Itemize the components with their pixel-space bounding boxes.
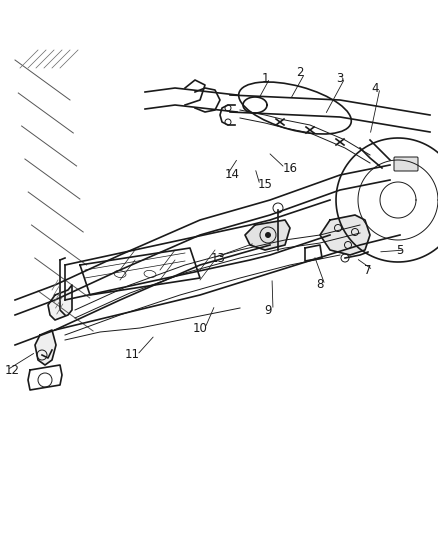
Text: 9: 9 bbox=[264, 303, 272, 317]
Text: 14: 14 bbox=[225, 168, 240, 182]
Polygon shape bbox=[320, 215, 370, 255]
Text: 4: 4 bbox=[371, 82, 379, 94]
Text: 5: 5 bbox=[396, 244, 404, 256]
Text: 10: 10 bbox=[193, 321, 208, 335]
Polygon shape bbox=[48, 285, 72, 320]
FancyBboxPatch shape bbox=[394, 157, 418, 171]
Text: 8: 8 bbox=[316, 279, 324, 292]
Text: 1: 1 bbox=[261, 71, 269, 85]
Polygon shape bbox=[245, 220, 290, 250]
Text: 2: 2 bbox=[296, 67, 304, 79]
Text: 16: 16 bbox=[283, 161, 297, 174]
Text: 7: 7 bbox=[364, 263, 372, 277]
Text: 11: 11 bbox=[124, 349, 139, 361]
Text: 13: 13 bbox=[211, 252, 226, 264]
Text: 15: 15 bbox=[258, 179, 272, 191]
Text: 3: 3 bbox=[336, 71, 344, 85]
Text: 12: 12 bbox=[4, 364, 20, 376]
Polygon shape bbox=[35, 330, 56, 365]
Circle shape bbox=[265, 232, 271, 238]
